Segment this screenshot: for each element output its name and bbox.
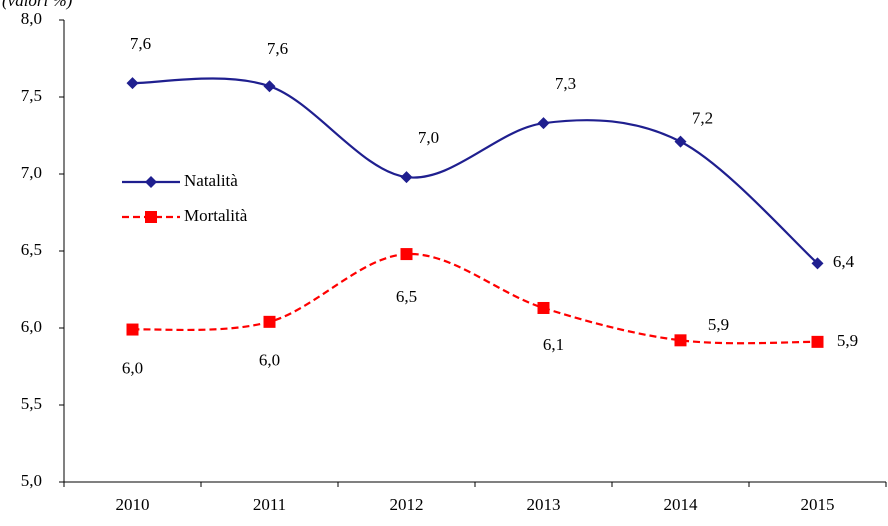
y-tick-label: 6,5 <box>21 240 42 259</box>
x-tick-label: 2013 <box>527 495 561 514</box>
y-tick-label: 7,5 <box>21 86 42 105</box>
data-label: 6,0 <box>122 358 143 377</box>
y-tick-label: 8,0 <box>21 9 42 28</box>
point <box>811 257 824 270</box>
x-tick-label: 2015 <box>801 495 835 514</box>
legend-label: Mortalità <box>184 206 248 225</box>
point <box>674 135 687 148</box>
data-label: 6,5 <box>396 287 417 306</box>
legend-marker <box>145 176 157 188</box>
point <box>811 335 824 348</box>
x-tick-label: 2010 <box>116 495 150 514</box>
data-label: 7,3 <box>555 74 576 93</box>
point <box>400 171 413 184</box>
y-tick-label: 7,0 <box>21 163 42 182</box>
point <box>263 315 276 328</box>
data-label: 6,0 <box>259 351 280 370</box>
data-label: 5,9 <box>708 315 729 334</box>
x-tick-label: 2014 <box>664 495 699 514</box>
point <box>400 248 413 261</box>
x-tick-label: 2012 <box>390 495 424 514</box>
x-tick-label: 2011 <box>253 495 286 514</box>
data-label: 5,9 <box>837 331 858 350</box>
line <box>132 77 819 265</box>
data-label: 6,4 <box>833 252 855 271</box>
point <box>126 323 139 336</box>
subtitle: (valori %) <box>2 0 73 10</box>
data-label: 7,0 <box>418 128 439 147</box>
legend-label: Natalità <box>184 171 238 190</box>
point <box>537 117 550 130</box>
y-tick-label: 5,0 <box>21 471 42 490</box>
y-tick-label: 5,5 <box>21 394 42 413</box>
point <box>674 334 687 347</box>
legend-marker <box>145 211 157 223</box>
data-label: 7,6 <box>267 39 288 58</box>
y-tick-label: 6,0 <box>21 317 42 336</box>
point <box>126 77 139 90</box>
data-label: 6,1 <box>543 335 564 354</box>
data-label: 7,2 <box>692 109 713 128</box>
data-label: 7,6 <box>130 34 151 53</box>
line <box>132 252 818 345</box>
point <box>263 80 276 93</box>
point <box>537 301 550 314</box>
